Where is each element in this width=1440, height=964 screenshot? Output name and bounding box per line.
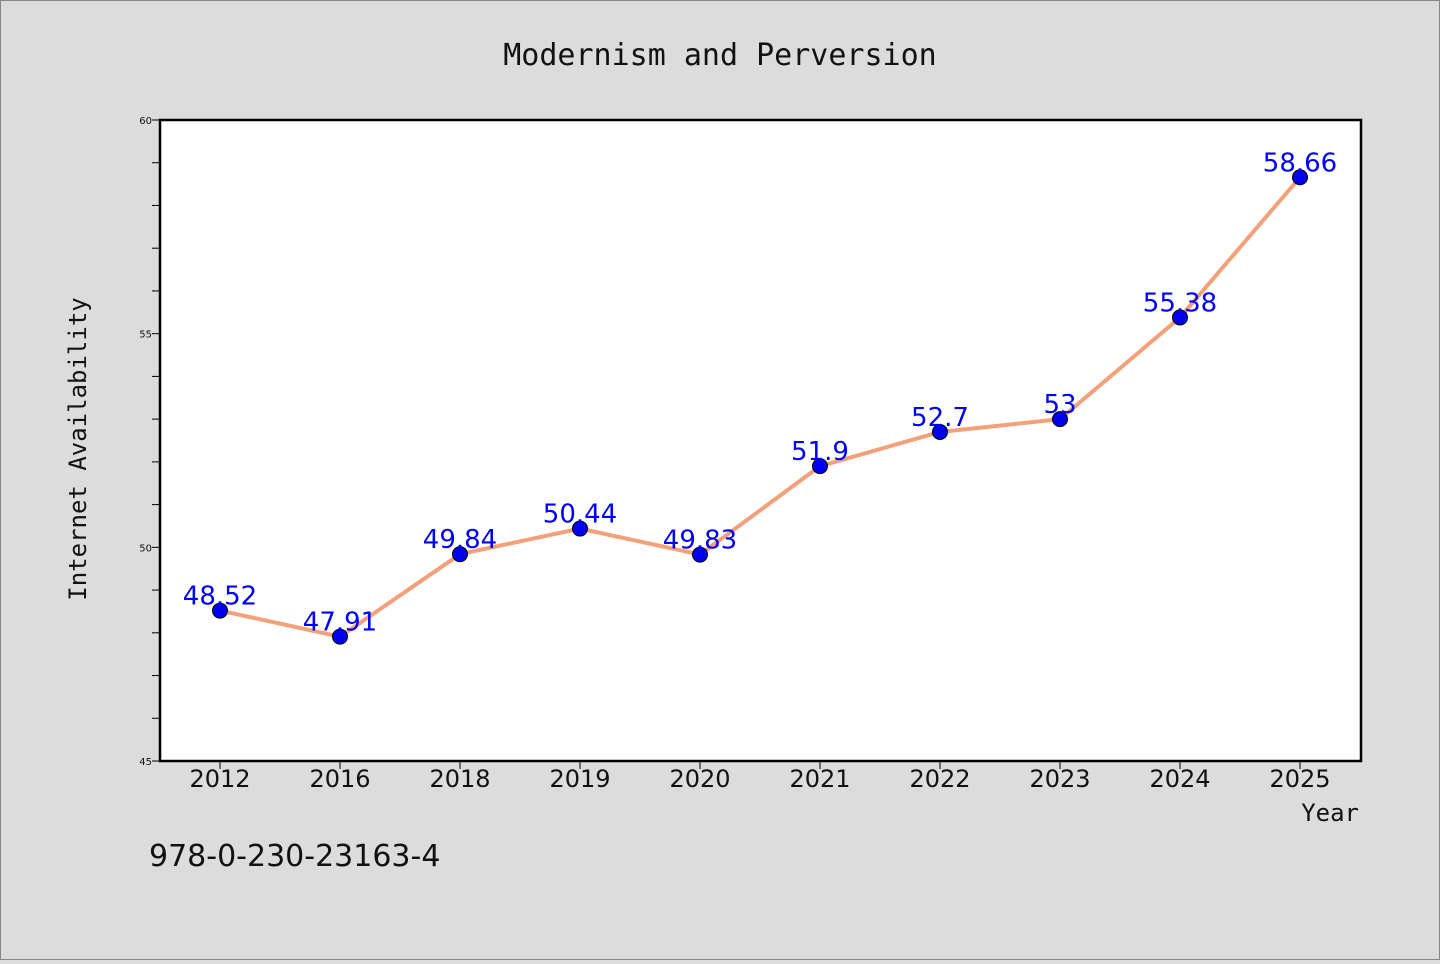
- data-point: [1052, 411, 1068, 428]
- x-axis-ticks: 2012 2016 2018 2019 2020 2021 2022 2023 2024 2025: [189, 761, 1331, 793]
- data-point: [332, 628, 348, 645]
- data-point: [452, 546, 468, 563]
- data-label: 58.66: [1263, 148, 1337, 178]
- data-point: [572, 520, 588, 537]
- data-label: 49.84: [423, 525, 497, 555]
- data-label: 50.44: [543, 500, 617, 530]
- data-labels: 48.52 47.91 49.84 50.44 49.83 51.9 52.7 53 55.38…: [183, 148, 1337, 637]
- y-axis-ticks: 45 50 55 60: [139, 116, 160, 768]
- series-line: [219, 175, 1302, 639]
- y-tick-label: 55: [139, 330, 152, 341]
- x-tick-label: 2024: [1149, 765, 1210, 793]
- data-label: 53: [1043, 390, 1076, 420]
- x-tick-label: 2018: [429, 765, 490, 793]
- data-point: [1172, 309, 1188, 326]
- data-label: 52.7: [911, 403, 969, 433]
- x-tick-label: 2019: [549, 765, 610, 793]
- isbn-footnote: 978-0-230-23163-4: [149, 839, 440, 874]
- y-tick-label: 60: [139, 116, 152, 127]
- data-label: 49.83: [663, 526, 737, 556]
- data-label: 55.38: [1143, 288, 1217, 318]
- data-label: 51.9: [791, 437, 849, 467]
- x-tick-label: 2012: [189, 765, 250, 793]
- data-point: [932, 423, 948, 440]
- data-point: [212, 602, 228, 619]
- x-tick-label: 2016: [309, 765, 370, 793]
- plot-area: [158, 118, 1363, 763]
- x-tick-label: 2021: [789, 765, 850, 793]
- data-point: [812, 458, 828, 475]
- y-tick-label: 45: [139, 757, 152, 768]
- x-tick-label: 2023: [1029, 765, 1090, 793]
- data-label: 47.91: [303, 608, 377, 638]
- data-label: 48.52: [183, 582, 257, 612]
- x-axis-label: Year: [1301, 799, 1359, 827]
- x-tick-label: 2022: [909, 765, 970, 793]
- data-point: [1292, 169, 1308, 186]
- series-polyline: [219, 175, 1302, 639]
- data-point: [692, 546, 708, 563]
- chart-title: Modernism and Perversion: [503, 38, 936, 73]
- x-tick-label: 2020: [669, 765, 730, 793]
- y-axis-label: Internet Availability: [64, 297, 92, 600]
- x-tick-label: 2025: [1269, 765, 1330, 793]
- y-tick-label: 50: [139, 543, 152, 554]
- series-markers: [212, 169, 1308, 645]
